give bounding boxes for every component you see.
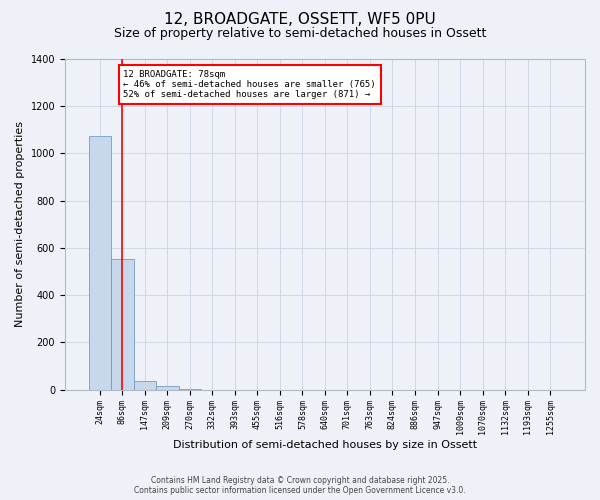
Bar — [134, 382, 156, 390]
Bar — [111, 258, 134, 390]
Bar — [89, 136, 111, 390]
X-axis label: Distribution of semi-detached houses by size in Ossett: Distribution of semi-detached houses by … — [173, 440, 477, 450]
Y-axis label: Number of semi-detached properties: Number of semi-detached properties — [15, 122, 25, 328]
Text: 12, BROADGATE, OSSETT, WF5 0PU: 12, BROADGATE, OSSETT, WF5 0PU — [164, 12, 436, 28]
Text: Size of property relative to semi-detached houses in Ossett: Size of property relative to semi-detach… — [114, 28, 486, 40]
Text: Contains HM Land Registry data © Crown copyright and database right 2025.
Contai: Contains HM Land Registry data © Crown c… — [134, 476, 466, 495]
Bar — [156, 386, 179, 390]
Text: 12 BROADGATE: 78sqm
← 46% of semi-detached houses are smaller (765)
52% of semi-: 12 BROADGATE: 78sqm ← 46% of semi-detach… — [124, 70, 376, 100]
